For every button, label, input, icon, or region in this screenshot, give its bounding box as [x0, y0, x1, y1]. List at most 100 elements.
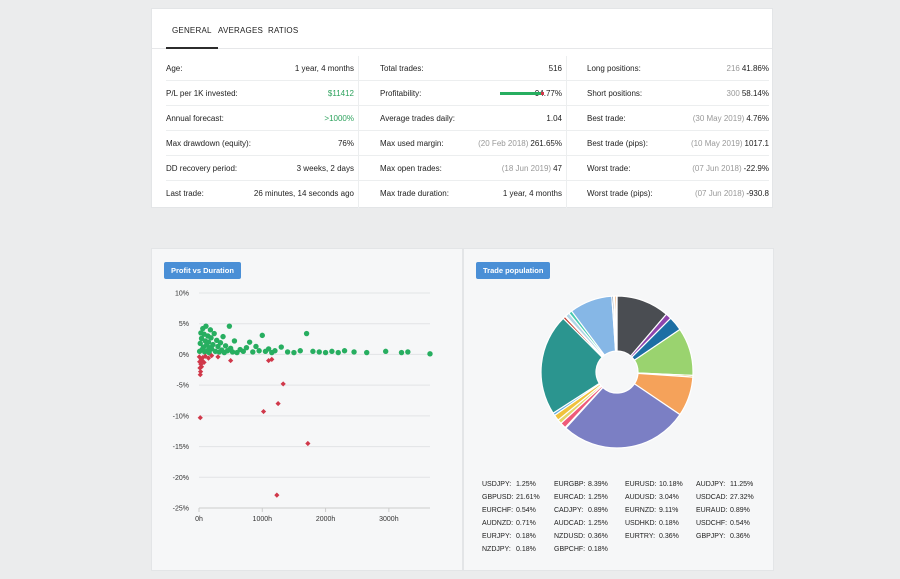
legend-label: AUDJPY: [696, 481, 726, 488]
stat-label: Max used margin: [380, 139, 444, 148]
loss-point [197, 372, 203, 378]
legend-percent: 0.54% [516, 507, 536, 514]
loss-point [196, 354, 202, 360]
profit-point [272, 348, 278, 354]
profit-point [243, 344, 250, 351]
stat-main-value: $11412 [327, 89, 354, 98]
legend-percent: 8.39% [588, 481, 608, 488]
stat-label: Last trade: [166, 189, 204, 198]
legend-item: USDHKD: 0.18% [625, 520, 679, 527]
legend-label: EURGBP: [554, 481, 586, 488]
legend-item: AUDNZD: 0.71% [482, 520, 536, 527]
stat-sub-value: (18 Jun 2019) [501, 164, 552, 173]
stat-sub-value: (07 Jun 2018) [692, 164, 742, 173]
profit-point [240, 348, 247, 355]
stat-label: Age: [166, 64, 183, 73]
profit-point [226, 323, 233, 329]
legend-percent: 1.25% [588, 520, 608, 527]
profit-point [351, 349, 357, 355]
legend-item: CADJPY: 0.89% [554, 507, 608, 514]
legend-percent: 0.54% [730, 520, 750, 527]
stat-label: Total trades: [380, 64, 424, 73]
profit-vs-duration-chart: 10% 5% 0% -5% -10% -15% -20% -25% 0h 1000h 2000h 30… [173, 291, 433, 523]
stat-label: Max drawdown (equity): [166, 139, 251, 148]
stat-value: (07 Jun 2018) -930.8 [695, 181, 769, 206]
y-tick-label: -15% [173, 444, 189, 451]
profit-point [364, 349, 370, 356]
legend-item: EURAUD: 0.89% [696, 507, 750, 514]
legend-percent: 0.18% [659, 520, 679, 527]
loss-point [215, 354, 221, 360]
stat-label: Best trade (pips): [587, 139, 648, 148]
pie-slice[interactable] [564, 382, 681, 449]
stat-main-value: 47 [553, 164, 562, 173]
loss-point [269, 356, 275, 362]
stat-label: Max open trades: [380, 164, 442, 173]
legend-label: NZDJPY: [482, 546, 511, 553]
profit-point [382, 348, 389, 355]
legend-percent: 27.32% [730, 494, 754, 501]
stat-label: Worst trade (pips): [587, 189, 653, 198]
profit-point [341, 348, 348, 354]
stat-value: 76% [338, 131, 354, 156]
legend-percent: 0.36% [659, 533, 679, 540]
stat-value: (20 Feb 2018) 261.65% [478, 131, 562, 156]
loss-point [200, 354, 206, 361]
legend-percent: 1.25% [516, 481, 536, 488]
stat-value: 3 weeks, 2 days [297, 156, 354, 181]
stat-main-value: >1000% [324, 114, 354, 123]
tab-ratios[interactable]: RATIOS [268, 26, 299, 35]
stat-label: P/L per 1K invested: [166, 89, 238, 98]
legend-item: USDCAD: 27.32% [696, 494, 754, 501]
profit-point [253, 343, 259, 350]
stat-main-value: 94.77% [534, 89, 562, 98]
profit-point [205, 339, 212, 345]
profitability-bar-loss [540, 92, 544, 95]
profit-point [427, 351, 433, 357]
legend-item: GBPCHF: 0.18% [554, 546, 608, 553]
tab-general[interactable]: GENERAL [166, 26, 218, 49]
column-divider [566, 56, 567, 209]
stat-label: Short positions: [587, 89, 643, 98]
legend-item: USDJPY: 1.25% [482, 481, 536, 488]
stats-row: Last trade: 26 minutes, 14 seconds ago Max… [166, 181, 769, 206]
stat-main-value: 1 year, 4 months [502, 189, 562, 198]
x-tick-label: 0h [195, 516, 203, 523]
y-tick-label: 5% [179, 321, 189, 328]
stat-value: 1.04 [546, 106, 562, 131]
legend-item: EURUSD: 10.18% [625, 481, 683, 488]
stat-main-value: 3 weeks, 2 days [296, 164, 354, 173]
stat-main-value: 516 [548, 64, 562, 73]
stat-value: 216 41.86% [727, 56, 770, 81]
legend-label: NZDUSD: [554, 533, 586, 540]
profit-point [316, 349, 322, 355]
profit-point [310, 348, 316, 355]
trade-population-title: Trade population [476, 262, 551, 279]
legend-label: CADJPY: [554, 507, 584, 514]
pie-slice[interactable] [615, 295, 618, 352]
stats-row: Age: 1 year, 4 months Total trades: 516 Long… [166, 56, 769, 81]
stat-sub-value: (10 May 2019) [690, 139, 743, 148]
stat-value: 26 minutes, 14 seconds ago [254, 181, 354, 206]
stats-row: P/L per 1K invested: $11412 Profitability:… [166, 81, 769, 106]
profit-point [246, 339, 253, 345]
legend-item: GBPUSD: 21.61% [482, 494, 540, 501]
legend-label: AUDCAD: [554, 520, 586, 527]
stat-value: >1000% [324, 106, 354, 131]
trade-population-chart [540, 295, 694, 449]
legend-percent: 3.04% [659, 494, 679, 501]
stat-label: Worst trade: [587, 164, 631, 173]
loss-point [197, 415, 203, 421]
stat-sub-value: 300 [726, 89, 740, 98]
legend-label: EURCHF: [482, 507, 514, 514]
profit-point [220, 333, 226, 340]
legend-label: GBPCHF: [554, 546, 586, 553]
stat-main-value: -930.8 [746, 189, 769, 198]
stat-value: 300 58.14% [727, 81, 770, 106]
stat-label: Profitability: [380, 89, 422, 98]
profit-point [211, 330, 217, 337]
tab-averages[interactable]: AVERAGES [218, 26, 264, 35]
loss-point [274, 492, 280, 498]
stat-label: Annual forecast: [166, 114, 224, 123]
legend-item: EURCAD: 1.25% [554, 494, 608, 501]
